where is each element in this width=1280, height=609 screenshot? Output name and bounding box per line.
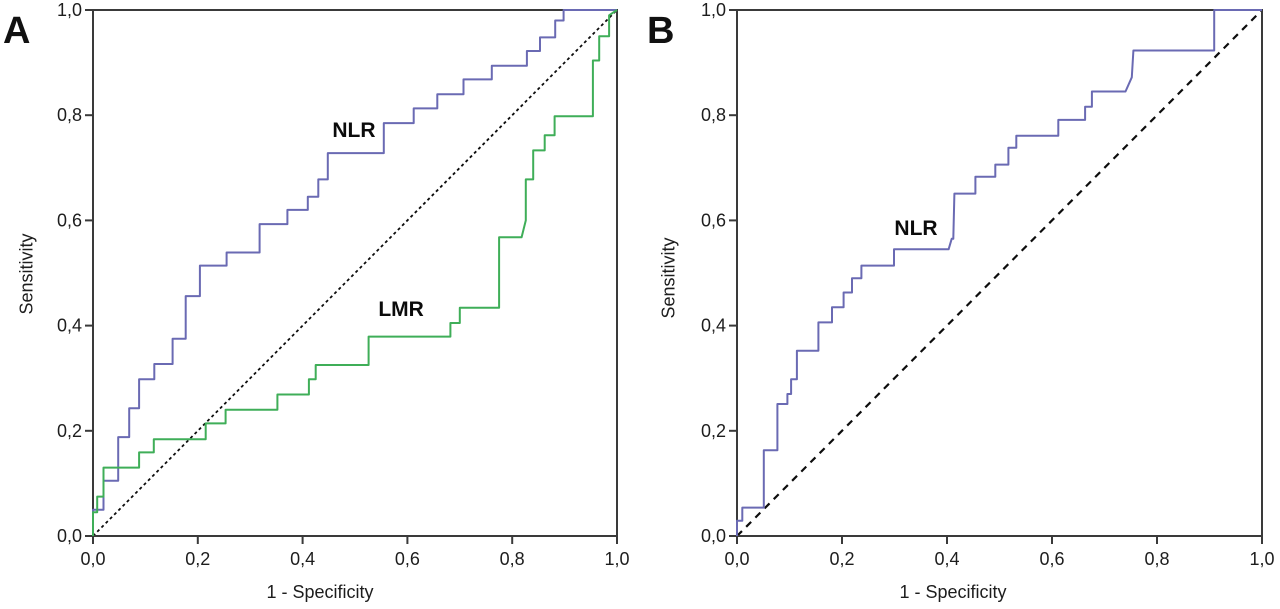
reference-diagonal	[92, 9, 618, 537]
panel-a: 0,0 0,2 0,4 0,6 0,8 1,0 0,0 0,2 0,4 0,6 0,8 1,0	[57, 0, 630, 569]
roc-curve-nlr-b	[736, 9, 1262, 536]
panel-b-letter: B	[647, 10, 675, 52]
x-tick-label: 0,2	[185, 549, 210, 569]
x-tick-label: 0,4	[290, 549, 315, 569]
plot-border	[736, 9, 1263, 537]
y-tick-label: 0,8	[57, 105, 82, 125]
x-tick-label: 0,2	[829, 549, 854, 569]
x-tick-label: 0,6	[1039, 549, 1064, 569]
y-tick-label: 0,0	[701, 526, 726, 546]
x-tick-label: 1,0	[604, 549, 629, 569]
x-tick-label: 0,8	[1144, 549, 1169, 569]
x-tick-label: 0,8	[500, 549, 525, 569]
y-axis-title-panel-b: Sensitivity	[658, 237, 679, 319]
plot-border	[92, 9, 618, 537]
y-tick-label: 0,6	[57, 210, 82, 230]
y-tick-label: 1,0	[57, 0, 82, 20]
y-tick-label: 0,8	[701, 105, 726, 125]
y-tick-label: 0,6	[701, 210, 726, 230]
x-tick-label: 0,6	[395, 549, 420, 569]
x-tick-label: 1,0	[1249, 549, 1274, 569]
y-axis-title-panel-a: Sensitivity	[16, 233, 37, 315]
y-tick-label: 0,4	[57, 316, 82, 336]
curve-label-nlr-panel-a: NLR	[332, 118, 376, 142]
panel-b: 0,0 0,2 0,4 0,6 0,8 1,0 0,0 0,2 0,4 0,6 0,8 1,0	[701, 0, 1275, 569]
x-axis-title-panel-a: 1 - Specificity	[266, 582, 374, 602]
reference-diagonal	[736, 9, 1263, 537]
x-tick-label: 0,4	[934, 549, 959, 569]
roc-curve-nlr-a	[92, 9, 617, 536]
y-tick-label: 0,4	[701, 316, 726, 336]
y-tick-label: 0,2	[701, 421, 726, 441]
x-tick-label: 0,0	[724, 549, 749, 569]
panel-a-letter: A	[3, 10, 31, 52]
curve-label-nlr-panel-b: NLR	[894, 216, 938, 240]
y-tick-label: 1,0	[701, 0, 726, 20]
roc-curve-lmr-a	[92, 9, 618, 536]
curve-label-lmr-panel-a: LMR	[378, 297, 424, 321]
x-tick-label: 0,0	[80, 549, 105, 569]
y-tick-label: 0,2	[57, 421, 82, 441]
y-tick-label: 0,0	[57, 526, 82, 546]
x-axis-title-panel-b: 1 - Specificity	[899, 582, 1007, 602]
